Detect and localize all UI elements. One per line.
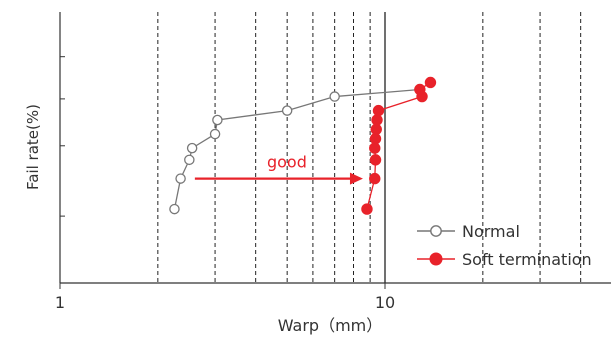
point-normal-6 xyxy=(281,105,293,116)
x-axis-label: Warp（mm） xyxy=(278,316,383,335)
point-normal-1 xyxy=(175,173,186,184)
x-tick-label-10: 10 xyxy=(375,293,395,312)
point-normal-5 xyxy=(212,114,223,126)
annotation-arrow-head xyxy=(349,172,363,185)
x-tick-label-1: 1 xyxy=(55,293,65,312)
point-normal-4 xyxy=(209,128,221,140)
point-soft-termination-0 xyxy=(361,203,373,215)
legend: Normal Soft termination xyxy=(417,222,592,269)
point-normal-7 xyxy=(329,91,340,102)
point-soft-termination-3 xyxy=(369,142,381,154)
point-normal-2 xyxy=(184,154,195,166)
point-soft-termination-2 xyxy=(369,154,382,166)
point-soft-termination-4 xyxy=(369,133,382,145)
legend-marker-normal xyxy=(430,225,442,237)
x-ticks: 1 10 xyxy=(55,283,395,312)
legend-label-normal: Normal xyxy=(462,222,520,241)
point-soft-termination-10 xyxy=(424,76,437,89)
point-soft-termination-9 xyxy=(414,83,426,96)
legend-label-soft-termination: Soft termination xyxy=(462,250,592,269)
annotation-layer: good xyxy=(194,153,363,185)
annotation-text: good xyxy=(267,153,307,172)
point-soft-termination-7 xyxy=(372,104,385,117)
point-normal-0 xyxy=(169,203,180,215)
point-soft-termination-5 xyxy=(370,123,382,136)
point-soft-termination-1 xyxy=(369,172,381,185)
grid-layer xyxy=(157,12,582,283)
point-normal-3 xyxy=(186,142,198,154)
legend-marker-soft-termination xyxy=(429,252,443,266)
series-layer xyxy=(169,76,437,215)
y-axis-label: Fail rate(%) xyxy=(24,104,42,190)
point-soft-termination-6 xyxy=(371,114,383,126)
y-ticks xyxy=(60,56,65,217)
